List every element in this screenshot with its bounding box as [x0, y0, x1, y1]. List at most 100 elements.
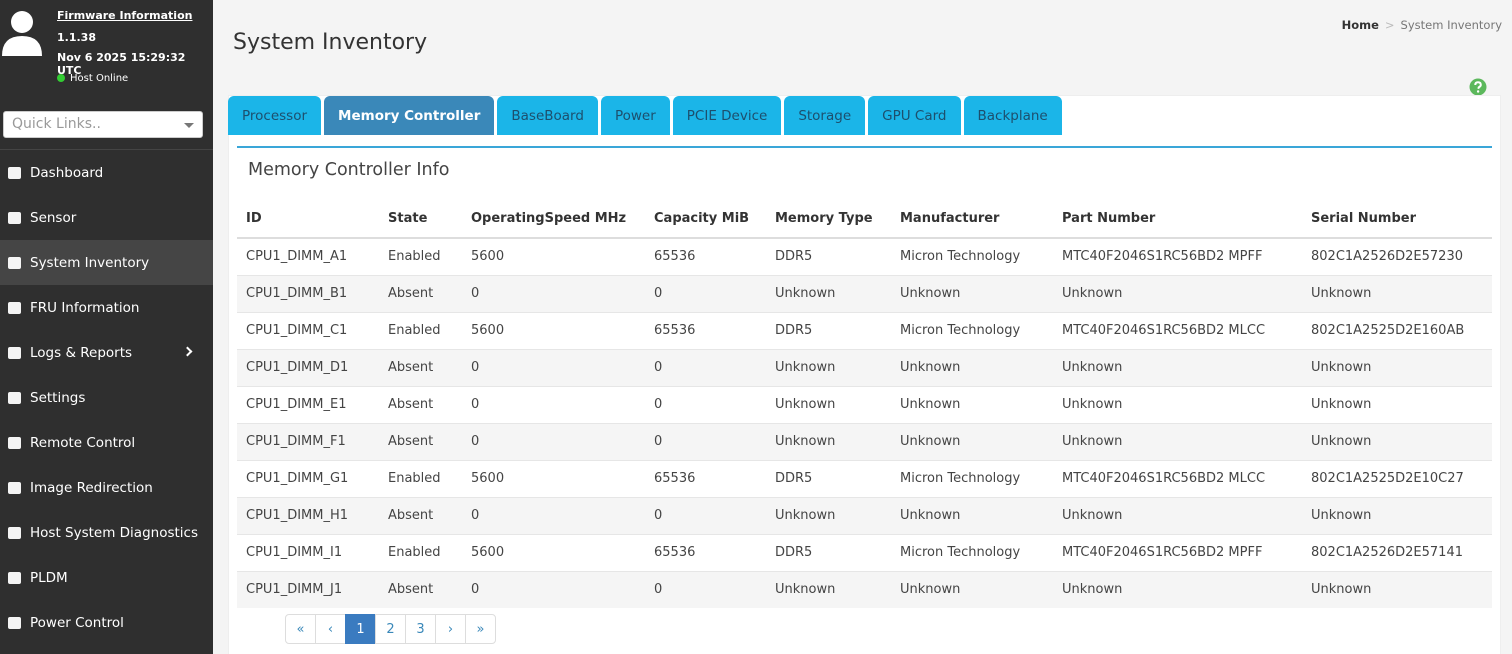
nav-item[interactable]: Logs & Reports — [0, 330, 213, 375]
nav-label: Sensor — [30, 209, 77, 226]
table-cell: Enabled — [379, 533, 462, 571]
table-cell: 802C1A2525D2E10C27 — [1302, 459, 1492, 497]
table-cell: Unknown — [766, 496, 891, 534]
table-cell: Unknown — [1053, 422, 1302, 460]
table-cell: 0 — [645, 385, 766, 423]
nav-item[interactable]: Dashboard — [0, 150, 213, 195]
nav-item[interactable]: Power Control — [0, 600, 213, 645]
table-cell: CPU1_DIMM_E1 — [237, 385, 379, 423]
column-header: State — [379, 200, 462, 239]
nav-icon — [8, 301, 21, 314]
table-row: CPU1_DIMM_G1 Enabled 5600 65536 DDR5 Micron T… — [237, 459, 1492, 497]
tab[interactable]: Storage — [784, 96, 866, 135]
nav-icon — [8, 436, 21, 449]
table-cell: 0 — [462, 385, 645, 423]
firmware-link[interactable]: Firmware Information — [57, 9, 193, 22]
nav-label: Settings — [30, 389, 86, 406]
table-cell: Unknown — [891, 274, 1053, 312]
help-icon[interactable] — [1469, 78, 1487, 96]
pagination: «‹ 1 2 3 ›» — [285, 614, 496, 644]
table-cell: MTC40F2046S1RC56BD2 MLCC — [1053, 459, 1302, 497]
tab[interactable]: GPU Card — [868, 96, 961, 135]
tab[interactable]: Processor — [228, 96, 322, 135]
table-cell: Absent — [379, 274, 462, 312]
breadcrumb-item[interactable]: Home — [1341, 18, 1379, 32]
page-button[interactable]: 3 — [405, 614, 436, 644]
panel-title: Memory Controller Info — [248, 160, 450, 180]
table-cell: Micron Technology — [891, 311, 1053, 349]
nav-label: System Inventory — [30, 254, 150, 271]
table-cell: CPU1_DIMM_D1 — [237, 348, 379, 386]
table-cell: Unknown — [1053, 274, 1302, 312]
nav-item[interactable]: Sensor — [0, 195, 213, 240]
column-header: ID — [237, 200, 379, 239]
nav-label: Host System Diagnostics — [30, 524, 198, 541]
page-button[interactable]: ‹ — [315, 614, 346, 644]
table-cell: 0 — [645, 570, 766, 608]
tab[interactable]: PCIE Device — [672, 96, 782, 135]
table-cell: 0 — [645, 496, 766, 534]
table-cell: 65536 — [645, 459, 766, 497]
tab[interactable]: BaseBoard — [497, 96, 598, 135]
nav-item[interactable]: Host System Diagnostics — [0, 510, 213, 555]
table-cell: 802C1A2526D2E57230 — [1302, 237, 1492, 275]
nav-item[interactable]: FRU Information — [0, 285, 213, 330]
table-head: ID State OperatingSpeed MHz Capacity MiB Mem… — [237, 200, 1492, 239]
nav-label: Dashboard — [30, 164, 104, 181]
table-row: CPU1_DIMM_C1 Enabled 5600 65536 DDR5 Micron T… — [237, 311, 1492, 349]
quick-links-placeholder: Quick Links.. — [12, 116, 101, 132]
page-title: System Inventory — [233, 30, 428, 55]
table-cell: 5600 — [462, 459, 645, 497]
nav-item[interactable]: Image Redirection — [0, 465, 213, 510]
table-cell: Unknown — [1302, 422, 1492, 460]
tab[interactable]: Backplane — [963, 96, 1062, 135]
table-cell: 5600 — [462, 237, 645, 275]
page-button[interactable]: 1 — [345, 614, 376, 644]
table-cell: Unknown — [1302, 570, 1492, 608]
table-cell: Enabled — [379, 459, 462, 497]
table-cell: CPU1_DIMM_A1 — [237, 237, 379, 275]
table-cell: Unknown — [766, 348, 891, 386]
nav-item[interactable]: Settings — [0, 375, 213, 420]
dropdown-caret — [184, 123, 194, 128]
column-header: Memory Type — [766, 200, 891, 239]
table-cell: 5600 — [462, 311, 645, 349]
table-cell: Unknown — [766, 274, 891, 312]
page-button[interactable]: › — [435, 614, 466, 644]
table-row: CPU1_DIMM_I1 Enabled 5600 65536 DDR5 Micron T… — [237, 533, 1492, 571]
column-header: Capacity MiB — [645, 200, 766, 239]
page-button[interactable]: 2 — [375, 614, 406, 644]
table-cell: 0 — [462, 274, 645, 312]
table-cell: MTC40F2046S1RC56BD2 MPFF — [1053, 533, 1302, 571]
header-row: ID State OperatingSpeed MHz Capacity MiB Mem… — [237, 200, 1492, 239]
table-cell: Unknown — [1053, 496, 1302, 534]
table-row: CPU1_DIMM_B1 Absent 0 0 Unknown Unknown Unknow… — [237, 274, 1492, 312]
nav-item[interactable]: Remote Control — [0, 420, 213, 465]
column-header: OperatingSpeed MHz — [462, 200, 645, 239]
table-cell: Enabled — [379, 311, 462, 349]
table-cell: Unknown — [891, 348, 1053, 386]
nav-item[interactable]: System Inventory — [0, 240, 213, 285]
table-cell: 65536 — [645, 311, 766, 349]
page-button[interactable]: » — [465, 614, 496, 644]
nav-item[interactable]: PLDM — [0, 555, 213, 600]
table-cell: Unknown — [766, 422, 891, 460]
table-cell: CPU1_DIMM_J1 — [237, 570, 379, 608]
panel: Memory Controller Info ID State OperatingS… — [237, 146, 1492, 654]
table-cell: 802C1A2526D2E57141 — [1302, 533, 1492, 571]
table-cell: Unknown — [891, 570, 1053, 608]
table-cell: Unknown — [1053, 348, 1302, 386]
table-body: CPU1_DIMM_A1 Enabled 5600 65536 DDR5 Micron T… — [237, 237, 1492, 608]
table-cell: DDR5 — [766, 237, 891, 275]
quick-links[interactable]: Quick Links.. — [3, 111, 203, 138]
table-cell: Unknown — [891, 422, 1053, 460]
tab[interactable]: Power — [600, 96, 670, 135]
table-cell: 0 — [462, 348, 645, 386]
page-button[interactable]: « — [285, 614, 316, 644]
tab[interactable]: Memory Controller — [324, 96, 495, 135]
table-cell: Absent — [379, 385, 462, 423]
table-cell: 0 — [645, 274, 766, 312]
nav-icon — [8, 481, 21, 494]
